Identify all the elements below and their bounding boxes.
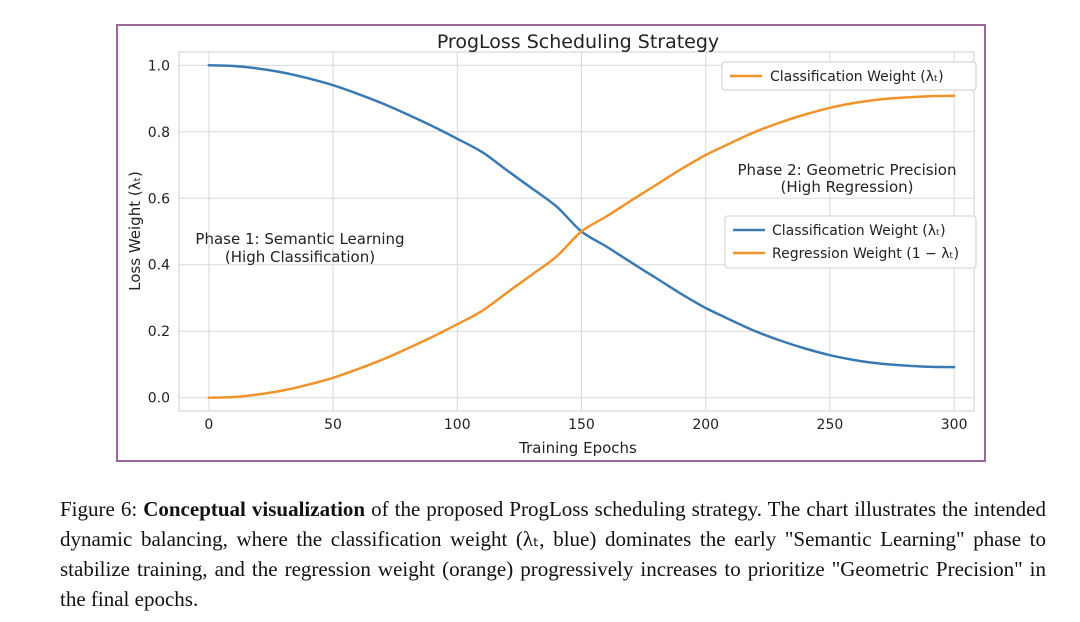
x-tick-label: 150 [568,417,595,433]
legend-mid-label-regression: Regression Weight (1 − λₜ) [772,246,959,262]
phase2-annotation-line2: (High Regression) [781,178,914,196]
phase1-annotation-line2: (High Classification) [225,248,375,266]
legend-mid-label-classification: Classification Weight (λₜ) [772,223,946,239]
legend-mid: Classification Weight (λₜ) Regression We… [724,215,977,269]
y-tick-label: 0.2 [148,324,170,340]
x-tick-label: 50 [324,417,342,433]
grid [179,52,974,411]
y-axis-label: Loss Weight (λₜ) [126,171,144,291]
x-axis-label: Training Epochs [518,439,637,457]
legend-top-box [721,61,977,91]
phase2-annotation-line1: Phase 2: Geometric Precision [738,161,957,179]
figure-caption: Figure 6: Conceptual visualization of th… [60,494,1046,614]
x-tick-label: 0 [204,417,213,433]
x-tick-label: 250 [817,417,844,433]
phase1-annotation-line1: Phase 1: Semantic Learning [195,230,404,248]
x-tick-label: 200 [692,417,719,433]
caption-bold: Conceptual visualization [143,497,366,521]
x-tick-label: 100 [444,417,471,433]
caption-text: of the proposed ProgLoss scheduling stra… [60,497,1046,611]
legend-mid-box [724,215,977,269]
legend-top-label: Classification Weight (λₜ) [770,69,944,85]
y-tick-label: 0.8 [148,125,170,141]
chart: 0 50 100 150 200 250 300 0.0 0.2 0.4 0.6 0.8 1.0 Pro… [126,31,977,457]
chart-title: ProgLoss Scheduling Strategy [437,31,719,53]
legend-top: Classification Weight (λₜ) [721,61,977,91]
x-tick-label: 300 [941,417,968,433]
figure-frame: 0 50 100 150 200 250 300 0.0 0.2 0.4 0.6 0.8 1.0 Pro… [116,24,986,462]
y-tick-label: 0.4 [148,258,170,274]
series-lines [207,64,956,399]
tick-labels: 0 50 100 150 200 250 300 0.0 0.2 0.4 0.6 0.8 1.0 [148,58,968,433]
y-tick-label: 1.0 [148,58,170,74]
y-tick-label: 0.6 [148,191,170,207]
regression-line [207,94,956,399]
caption-prefix: Figure 6: [60,497,144,521]
y-tick-label: 0.0 [148,391,170,407]
